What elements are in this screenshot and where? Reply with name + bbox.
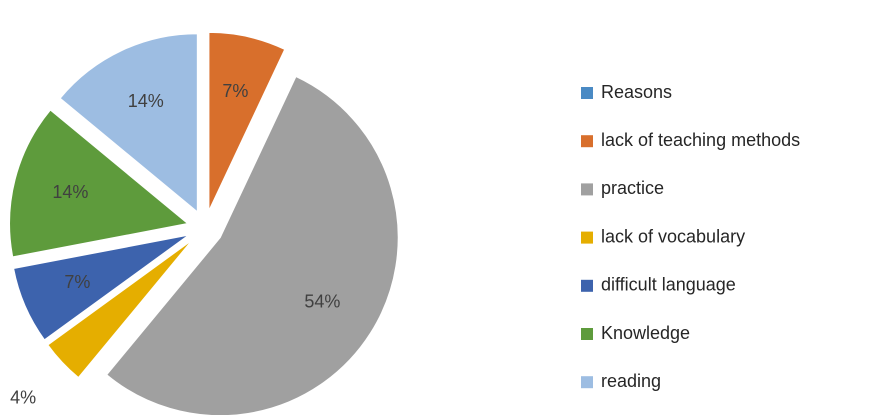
legend-swatch [581, 376, 593, 389]
legend-swatch [581, 279, 593, 292]
legend-label: practice [601, 178, 664, 198]
data-label: 7% [64, 272, 90, 292]
pie-slice [208, 31, 286, 211]
legend-label: difficult language [601, 275, 736, 295]
data-label: 14% [52, 182, 88, 202]
pie-slice [13, 234, 189, 341]
legend-swatch [581, 87, 593, 99]
legend-label: lack of vocabulary [601, 226, 745, 246]
pie-slice [9, 109, 189, 258]
legend-swatch [581, 328, 593, 340]
legend-label: Reasons [601, 82, 672, 102]
data-label: 54% [304, 291, 340, 311]
legend-label: reading [601, 371, 661, 391]
legend-label: lack of teaching methods [601, 130, 800, 150]
legend-label: Knowledge [601, 323, 690, 343]
legend-swatch [581, 231, 593, 244]
pie-slice [59, 33, 198, 213]
data-label: 14% [128, 91, 164, 111]
pie-slice [106, 75, 399, 415]
legend-swatch [581, 183, 593, 196]
pie-slice [47, 239, 193, 379]
legend-swatch [581, 135, 593, 148]
data-label: 7% [222, 81, 248, 101]
data-label: 4% [10, 387, 36, 407]
